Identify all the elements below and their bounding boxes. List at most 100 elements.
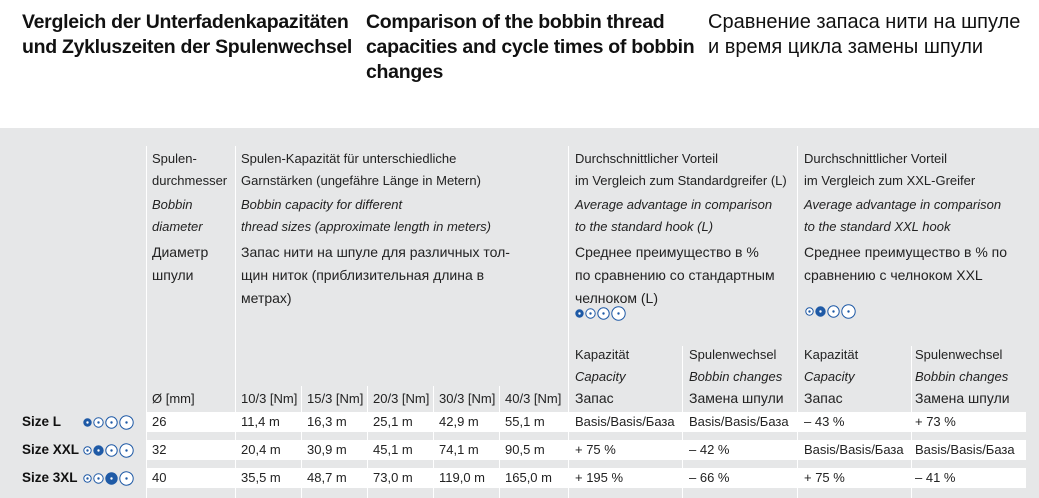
header-adv-xxl-en-2: to the standard XXL hook (804, 219, 951, 234)
header-capacity-ru-3: метрах) (241, 290, 292, 306)
capacity-cell: 16,3 m (307, 414, 347, 429)
capacity-cell: 165,0 m (505, 470, 552, 485)
capacity-cell: 30,9 m (307, 442, 347, 457)
header-adv-l-de-1: Durchschnittlicher Vorteil (575, 151, 719, 166)
subheader-changes-ru: Замена шпули (915, 390, 1010, 406)
table-row (146, 440, 1026, 460)
adv-l-capacity-cell: Basis/Basis/База (575, 414, 675, 429)
row-label: Size 3XL (22, 470, 78, 485)
bobbin-icon (585, 307, 596, 319)
bobbin-icon (83, 417, 92, 427)
header-capacity-en-2: thread sizes (approximate length in mete… (241, 219, 492, 234)
subheader-capacity-ru: Запас (575, 390, 614, 406)
header-adv-xxl-ru-2: сравнению с челноком XXL (804, 267, 983, 283)
header-thread-size: 30/3 [Nm] (439, 391, 496, 406)
title-english: Comparison of the bobbin thread capaciti… (366, 11, 695, 83)
adv-xxl-capacity-cell: Basis/Basis/База (804, 442, 904, 457)
subheader-capacity-de: Kapazität (575, 347, 630, 362)
header-diameter-de-1: Spulen- (152, 151, 197, 166)
bobbin-icon (119, 470, 134, 486)
capacity-cell: 90,5 m (505, 442, 545, 457)
capacity-cell: 11,4 m (241, 414, 280, 429)
bobbin-size-icons (83, 470, 134, 486)
bobbin-icon (105, 415, 118, 429)
row-label: Size XXL (22, 442, 80, 457)
capacity-cell: 48,7 m (307, 470, 347, 485)
subheader-capacity-en: Capacity (804, 369, 855, 384)
bobbin-icon (827, 304, 840, 318)
adv-xxl-changes-cell: + 73 % (915, 414, 956, 429)
bobbin-size-icons (83, 414, 134, 430)
subheader-changes-en: Bobbin changes (915, 369, 1009, 384)
bobbin-icon (597, 306, 610, 320)
row-label: Size L (22, 414, 62, 429)
capacity-cell: 20,4 m (241, 442, 281, 457)
diameter-cell: 26 (152, 414, 167, 429)
header-adv-l-en-2: to the standard hook (L) (575, 219, 714, 234)
bobbin-icon (105, 471, 118, 485)
bobbin-icon (119, 414, 134, 430)
bobbin-size-icons (805, 303, 856, 319)
header-diameter-en-2: diameter (152, 219, 203, 234)
header-adv-l-en-1: Average advantage in comparison (575, 197, 773, 212)
header-diameter-unit: Ø [mm] (152, 391, 195, 406)
header-adv-xxl-de-2: im Vergleich zum XXL-Greifer (804, 173, 976, 188)
column-divider (146, 146, 147, 498)
adv-xxl-capacity-cell: + 75 % (804, 470, 845, 485)
header-diameter-en-1: Bobbin (152, 197, 193, 212)
header-capacity-ru-2: щин ниток (приблизительная длина в (241, 267, 485, 283)
column-divider (568, 146, 569, 498)
header-thread-size: 20/3 [Nm] (373, 391, 430, 406)
subheader-capacity-ru: Запас (804, 390, 843, 406)
bobbin-icon (93, 472, 104, 484)
header-adv-l-ru-1: Среднее преимущество в % (575, 244, 759, 260)
table-row (146, 468, 1026, 488)
subheader-changes-en: Bobbin changes (689, 369, 783, 384)
title-german: Vergleich der Unterfadenkapazitäten und … (22, 11, 353, 58)
capacity-cell: 42,9 m (439, 414, 479, 429)
capacity-cell: 35,5 m (241, 470, 281, 485)
adv-xxl-changes-cell: – 41 % (915, 470, 956, 485)
diameter-cell: 32 (152, 442, 167, 457)
header-adv-xxl-ru-1: Среднее преимущество в % по (804, 244, 1008, 260)
bobbin-icon (83, 445, 92, 455)
bobbin-icon (105, 443, 118, 457)
bobbin-size-icons (575, 305, 626, 321)
table-row (146, 412, 1026, 432)
adv-xxl-capacity-cell: – 43 % (804, 414, 845, 429)
adv-l-changes-cell: – 42 % (689, 442, 730, 457)
bobbin-icon (93, 444, 104, 456)
header-thread-size: 10/3 [Nm] (241, 391, 298, 406)
header-capacity-de-1: Spulen-Kapazität für unterschiedliche (241, 151, 457, 166)
header-capacity-en-1: Bobbin capacity for different (241, 197, 403, 212)
subheader-changes-de: Spulenwechsel (689, 347, 777, 362)
bobbin-icon (841, 303, 856, 319)
subheader-changes-ru: Замена шпули (689, 390, 784, 406)
header-diameter-ru-2: шпули (152, 267, 194, 283)
bobbin-icon (575, 308, 584, 318)
header-thread-size: 40/3 [Nm] (505, 391, 562, 406)
capacity-cell: 55,1 m (505, 414, 545, 429)
adv-l-changes-cell: Basis/Basis/База (689, 414, 789, 429)
header-capacity-de-2: Garnstärken (ungefähre Länge in Metern) (241, 173, 481, 188)
adv-l-changes-cell: – 66 % (689, 470, 730, 485)
comparison-table: Spulen- durchmesser Bobbin diameter Диам… (0, 128, 1039, 498)
column-divider (235, 146, 236, 498)
capacity-cell: 45,1 m (373, 442, 413, 457)
subheader-capacity-de: Kapazität (804, 347, 859, 362)
header-adv-l-ru-3: челноком (L) (575, 290, 658, 306)
header-adv-xxl-de-1: Durchschnittlicher Vorteil (804, 151, 948, 166)
column-divider (797, 146, 798, 498)
subheader-changes-de: Spulenwechsel (915, 347, 1003, 362)
adv-l-capacity-cell: + 195 % (575, 470, 624, 485)
bobbin-size-icons (83, 442, 134, 458)
bobbin-icon (805, 306, 814, 316)
capacity-cell: 74,1 m (439, 442, 479, 457)
capacity-cell: 25,1 m (373, 414, 413, 429)
header-adv-xxl-en-1: Average advantage in comparison (804, 197, 1002, 212)
header-diameter-ru-1: Диаметр (152, 244, 209, 260)
diameter-cell: 40 (152, 470, 167, 485)
adv-xxl-changes-cell: Basis/Basis/База (915, 442, 1015, 457)
bobbin-icon (815, 305, 826, 317)
capacity-cell: 73,0 m (373, 470, 413, 485)
